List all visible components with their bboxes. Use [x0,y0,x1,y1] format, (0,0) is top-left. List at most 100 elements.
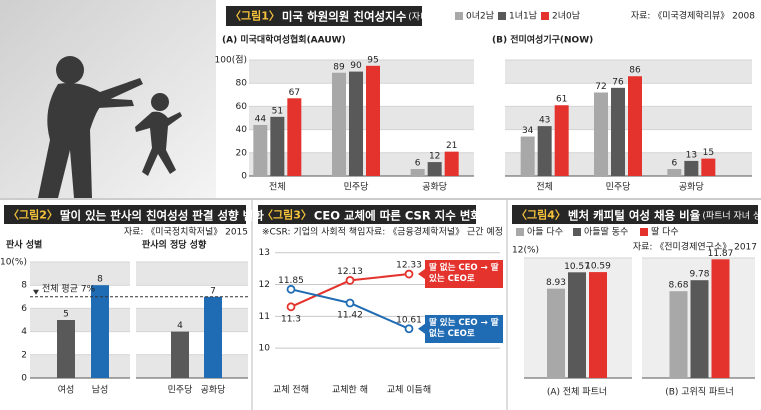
value-label: 13 [686,150,697,160]
grid-band [30,262,130,286]
panel-title: (B) 전미여성기구(NOW) [492,34,593,46]
grid-band [136,308,248,332]
panel-title: (A) 미국대학여성협회(AAUW) [222,34,346,46]
title-bar [226,6,422,26]
legend-swatch [640,228,648,236]
y-tick-label: 0 [21,374,27,384]
source: 자료: 《금융경제학저널》 근간 예정 [366,226,503,238]
bar [410,169,425,176]
y-tick-label: 6 [21,304,27,314]
grid-band [136,354,248,378]
value-label: 44 [255,114,267,124]
legend-swatch [498,12,506,20]
value-label: 11.85 [278,276,304,286]
point [345,298,355,308]
y-tick-label: 11 [259,312,270,322]
value-label: 11.42 [337,311,363,321]
title: 벤처 캐피털 여성 채용 비율 [568,208,701,222]
figure-title: 〈그림2〉 딸이 있는 판사의 친여성성 판결 성향 변화 [8,208,264,222]
bar [253,124,268,176]
value-label: 10.57 [564,262,590,272]
source: 자료: 《미국경제학리뷰》 2008 [631,10,755,22]
y-tick-label: 8 [21,281,27,291]
x-tick-label: 교체 이듬해 [387,385,431,396]
x-tick-label: 전체 [269,182,286,193]
title: 미국 하원의원 친여성지수 [282,9,407,23]
y-tick-label: 12 [259,280,270,290]
value-label: 61 [556,95,567,105]
x-tick-label: 민주당 [168,385,193,396]
x-tick-label: 민주당 [606,182,631,193]
value-label: 12.13 [337,267,363,277]
value-label: 12 [429,152,440,162]
legend-swatch [573,228,581,236]
x-tick-label: 남성 [92,385,109,396]
bar [57,320,75,378]
reference-marker [33,289,39,295]
y-tick-label: 10 [259,344,271,354]
point [286,284,296,294]
figure-label: 〈그림3〉 [262,209,312,222]
y-tick-label: 100(점) [215,54,247,66]
value-label: 89 [333,62,345,72]
bar [270,116,285,176]
legend-swatch [516,228,524,236]
value-label: 9.78 [689,270,709,280]
bar [589,272,607,378]
value-label: 4 [177,321,183,331]
value-label: 8.93 [546,278,566,288]
value-label: 10.61 [396,315,422,325]
callout-pointer [418,269,425,280]
bar [628,76,642,176]
series-callout: 딸 없는 CEO → 딸 있는 CEO로 [425,260,503,289]
value-label: 11.87 [708,249,734,259]
figure-label: 〈그림2〉 [8,209,58,222]
y-tick-label: 40 [236,125,248,135]
figure-title: 〈그림4〉벤처 캐피털 여성 채용 비율(파트너 자녀 성별) [516,208,761,222]
legend-label: 아들딸 동수 [584,226,628,238]
x-tick-label: 교체한 해 [332,385,368,396]
x-tick-label: 교체 전해 [273,385,309,396]
grid-band [30,308,130,332]
y-tick-label: 13 [259,248,270,258]
value-label: 67 [289,88,300,98]
legend-swatch [541,12,549,20]
grid-band [30,354,130,378]
value-label: 21 [446,141,457,151]
legend-label: 아들 다수 [527,227,563,238]
panel-title: 판사의 정당 성향 [142,239,207,251]
y-tick-label: 2 [21,350,27,360]
value-label: 43 [539,116,550,126]
bar [701,158,716,176]
bar [332,72,346,176]
x-tick-label: (B) 고위직 파트너 [665,387,734,398]
value-label: 90 [350,61,362,71]
subtitle: (자녀 성별) [408,11,451,22]
grid-band [136,262,248,286]
title-bar [4,205,246,224]
title: 딸이 있는 판사의 친여성성 판결 성향 변화 [60,208,264,222]
x-tick-label: 공화당 [679,182,704,193]
figure-label: 〈그림4〉 [516,209,566,222]
silhouette [38,56,182,198]
legend-label: 딸 다수 [651,226,679,238]
callout-pointer [418,323,425,334]
bar [204,296,222,378]
bar [690,280,709,378]
point [286,302,296,312]
legend-label: 0녀2남 [466,11,494,22]
point [404,269,414,279]
bar [547,288,565,378]
figure-label: 〈그림1〉 [230,10,280,23]
value-label: 76 [612,77,624,87]
value-label: 5 [63,310,69,320]
bar [171,331,189,378]
legend-swatch [455,12,463,20]
bar [554,105,569,176]
value-label: 8.68 [668,281,688,291]
legend-label: 1녀1남 [509,11,537,22]
figure-title: 〈그림3〉 CEO 교체에 따른 CSR 지수 변화 [262,208,481,222]
y-tick-label: 0 [241,172,247,182]
